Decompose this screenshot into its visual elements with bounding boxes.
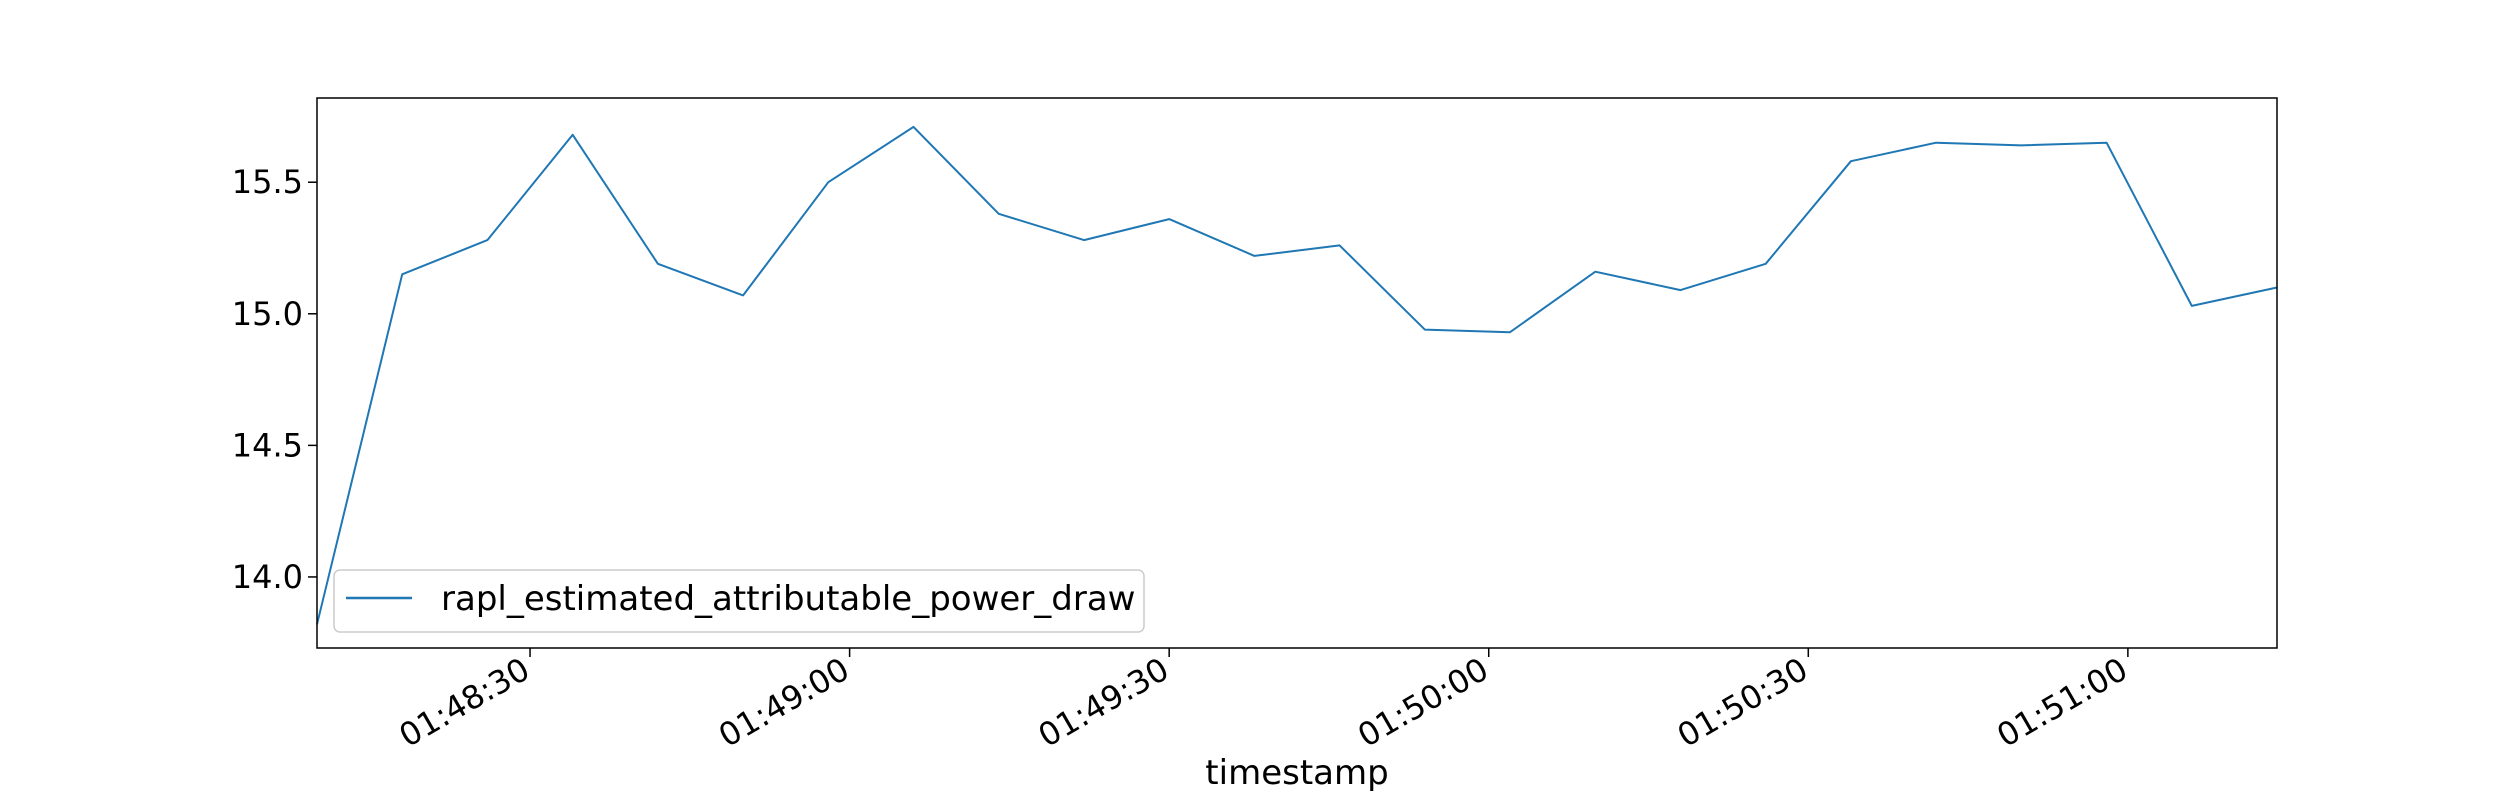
- y-tick-label: 14.0: [232, 558, 303, 596]
- series-line: [316, 125, 2278, 625]
- data-point: [1254, 255, 1255, 256]
- data-point: [2191, 305, 2192, 306]
- data-point: [1850, 161, 1851, 162]
- legend: rapl_estimated_attributable_power_draw: [333, 569, 1145, 633]
- x-tick-label: 01:49:30: [1032, 650, 1175, 755]
- data-point: [1339, 245, 1340, 246]
- data-point: [743, 295, 744, 296]
- y-axis: 14.0 14.5 15.0 15.5: [232, 163, 317, 596]
- data-point: [1680, 290, 1681, 291]
- x-tick-label: 01:50:00: [1351, 650, 1494, 755]
- data-point: [402, 274, 403, 275]
- data-point: [913, 126, 914, 127]
- data-point: [657, 263, 658, 264]
- legend-box: [333, 569, 1145, 633]
- data-point: [572, 134, 573, 135]
- x-tick-label: 01:49:00: [712, 650, 855, 755]
- y-tick-label: 15.0: [232, 295, 303, 333]
- data-point: [1169, 219, 1170, 220]
- data-point: [487, 240, 488, 241]
- legend-label: rapl_estimated_attributable_power_draw: [441, 579, 1136, 619]
- plot-frame: [316, 97, 2278, 649]
- x-tick-label: 01:48:30: [393, 650, 536, 755]
- data-point: [1084, 240, 1085, 241]
- data-point: [1765, 263, 1766, 264]
- y-tick-label: 14.5: [232, 426, 303, 464]
- data-point: [2021, 145, 2022, 146]
- data-point: [1936, 142, 1937, 143]
- data-point: [1595, 271, 1596, 272]
- x-tick-label: 01:51:00: [1990, 650, 2133, 755]
- x-axis: 01:48:30 01:49:00 01:49:30 01:50:00 01:50:30…: [393, 648, 2134, 755]
- data-point: [2106, 142, 2107, 143]
- data-point: [828, 182, 829, 183]
- series-layer: [316, 125, 2278, 625]
- y-tick-label: 15.5: [232, 163, 303, 201]
- data-point: [1424, 329, 1425, 330]
- data-point: [1510, 332, 1511, 333]
- x-tick-label: 01:50:30: [1671, 650, 1814, 755]
- plot-background: [317, 98, 2277, 648]
- data-point: [998, 213, 999, 214]
- x-axis-title: timestamp: [1205, 753, 1388, 793]
